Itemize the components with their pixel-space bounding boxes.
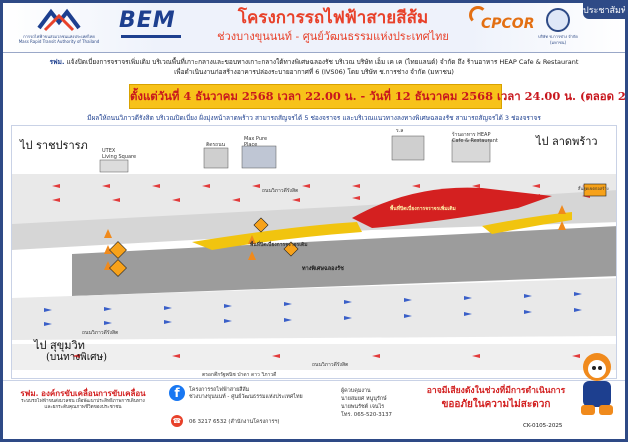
mrta-mark-icon (37, 8, 81, 32)
traffic-cones (104, 205, 566, 270)
direction-sukhumvit: ไป สุขุมวิท (34, 339, 85, 352)
direction-sukhumvit-sub: (บนทางพิเศษ) (46, 352, 108, 363)
ck-seal-icon (546, 8, 570, 32)
mascot-icon (581, 353, 613, 415)
notice-lead: รฟม. (49, 58, 65, 66)
page-subtitle: ช่วงบางขุนนนท์ - ศูนย์วัฒนธรรมแห่งประเทศ… (217, 30, 449, 43)
new-closure-label: พื้นที่ปิดเบี่ยงการจราจรเพิ่มเติม (390, 206, 456, 212)
date-range-text: ตั้งแต่วันที่ 4 ธันวาคม 2568 เวลา 22.00 … (130, 89, 628, 103)
contact-tel: โทร. 065-520-3137 (341, 412, 392, 418)
existing-closure-zone-2 (482, 212, 572, 234)
buildings (99, 135, 491, 173)
traffic-map: ไป ราชปรารภ ไป ลาดพร้าว ไป สุขุมวิท (บนท… (11, 125, 617, 379)
contact-name-2: นายพนรัชต์ เจนไร (341, 404, 385, 410)
date-banner: ตั้งแต่วันที่ 4 ธันวาคม 2568 เวลา 22.00 … (129, 84, 628, 109)
existing-closure-zone-1 (192, 222, 362, 250)
landmark-x: ร.ล (396, 128, 404, 134)
road-diagram (12, 135, 616, 370)
landmark-utex: UTEX Living Square (102, 148, 137, 160)
expressway-label: ทางพิเศษฉลองรัช (302, 266, 344, 272)
slogan-sub: ระบบรถไฟฟ้าขนส่งมวลชน เพื่อพัฒนาประสิทธิ… (21, 399, 145, 410)
landmark-heap: ร้านอาหาร HEAP Cafe & Restaurant (452, 132, 498, 144)
new-closure-zone (352, 187, 552, 228)
mrta-caption: การรถไฟฟ้าขนส่งมวลชนแห่งประเทศไทย Mass R… (18, 34, 100, 44)
supervisor-contact: ผู้ควบคุมงาน นายสมยศ หนูนุรักษ์ นายพนรัช… (341, 387, 421, 419)
footer: รฟม. องค์กรขับเคลื่อนการขับเคลื่อน ระบบร… (3, 380, 625, 439)
facebook-page-name: โครงการรถไฟฟ้าสายสีส้ม ช่วงบางขุนนนท์ - … (189, 387, 303, 400)
direction-lat-phrao: ไป ลาดพร้าว (536, 135, 598, 148)
header: การรถไฟฟ้าขนส่งมวลชนแห่งประเทศไทย Mass R… (3, 3, 625, 53)
page-title: โครงการรถไฟฟ้าสายสีส้ม (237, 8, 429, 28)
cpcor-logo: CPCOR (469, 6, 535, 48)
project-phone: 06 3217 6532 (สำนักงานโครงการฯ) (189, 419, 280, 425)
notice-text: แจ้งปิดเบี่ยงการจราจรเพิ่มเติม บริเวณพื้… (64, 58, 579, 66)
document-code: CK-0105-2025 (523, 423, 563, 429)
direction-ratchaprarop: ไป ราชปรารภ (20, 139, 88, 152)
existing-closure-label: พื้นที่ปิดเบี่ยงการจราจรเดิม (250, 242, 308, 248)
pr-badge: ประชาสัมพันธ์ (583, 3, 625, 19)
warning-signs (109, 183, 607, 277)
cpcor-logo-text: CPCOR (481, 16, 535, 32)
slogan-title: รฟม. องค์กรขับเคลื่อนการขับเคลื่อน (20, 388, 146, 398)
bem-underline (121, 35, 181, 38)
landmark-mk: ติดรถนน (206, 142, 226, 148)
lane-note: มีผลให้ถนนวิภาวดีรังสิต บริเวณปิดเบี่ยง … (87, 114, 541, 122)
mrta-slogan: รฟม. องค์กรขับเคลื่อนการขับเคลื่อน ระบบร… (13, 387, 153, 411)
bottom-road (12, 344, 616, 370)
title-block: โครงการรถไฟฟ้าสายสีส้ม ช่วงบางขุนนนท์ - … (203, 7, 463, 45)
bem-logo-text: BEM (119, 8, 176, 33)
ck-caption: บริษัท ช.การช่าง จำกัด (มหาชน) (538, 34, 578, 45)
cpcor-arc-icon (469, 6, 487, 24)
road-label-bottom: ถนนวิภาวดีรังสิต (312, 362, 349, 368)
contact-title: ผู้ควบคุมงาน (341, 388, 371, 394)
bem-logo: BEM (119, 8, 185, 48)
ck-logo: บริษัท ช.การช่าง จำกัด (มหาชน) (533, 8, 583, 48)
lane-arrows-lower (44, 292, 582, 358)
apology-text: ขออภัยในความไม่สะดวก (441, 399, 551, 410)
closure-notice: รฟม. แจ้งปิดเบี่ยงการจราจรเพิ่มเติม บริเ… (11, 57, 617, 77)
sign-end-zone: สิ้นสุดเขตก่อสร้าง (578, 186, 609, 191)
bottom-road-label: ตรอกตึกรัฐพนิช ป่าดา ดาว วิภาวดี (202, 372, 277, 378)
road-label-lower: ถนนวิภาวดีรังสิต (82, 330, 119, 336)
notice-line2: เพื่อดำเนินงานก่อสร้างอาคารปล่องระบายอาก… (174, 68, 454, 76)
facebook-icon: f (169, 385, 185, 401)
apology-message: อาจมีเสียงดังในช่วงที่มีการดำเนินการ ขออ… (425, 385, 567, 412)
mrta-logo: การรถไฟฟ้าขนส่งมวลชนแห่งประเทศไทย Mass R… (9, 8, 109, 48)
contact-name-1: นายสมยศ หนูนุรักษ์ (341, 396, 387, 402)
lower-road (12, 278, 616, 340)
expressway-deck (72, 226, 616, 296)
noise-warning: อาจมีเสียงดังในช่วงที่มีการดำเนินการ (426, 386, 566, 396)
road-label-upper: ถนนวิภาวดีรังสิต (262, 188, 299, 194)
landmark-max: Max Pure Place (244, 136, 268, 148)
phone-icon: ☎ (171, 415, 183, 427)
